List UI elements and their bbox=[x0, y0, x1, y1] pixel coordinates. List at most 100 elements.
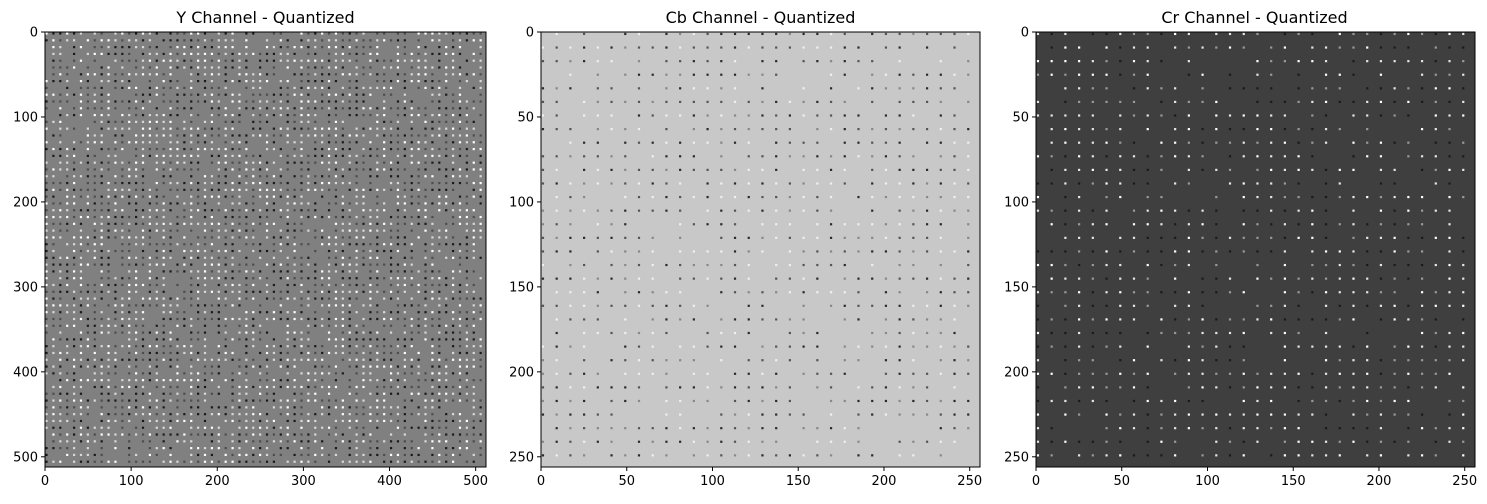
coefficient-dot bbox=[369, 440, 372, 443]
coefficient-dot bbox=[66, 453, 69, 457]
coefficient-dot bbox=[624, 250, 627, 253]
coefficient-dot bbox=[843, 168, 846, 171]
coefficient-dot bbox=[176, 134, 179, 137]
coefficient-dot bbox=[135, 236, 138, 239]
coefficient-dot bbox=[458, 283, 462, 287]
coefficient-dot bbox=[114, 406, 117, 409]
coefficient-dot bbox=[203, 32, 207, 35]
coefficient-dot bbox=[176, 358, 179, 361]
coefficient-dot bbox=[265, 209, 269, 212]
coefficient-dot bbox=[417, 209, 420, 212]
coefficient-dot bbox=[79, 358, 83, 361]
coefficient-dot bbox=[183, 256, 186, 259]
coefficient-dot bbox=[169, 80, 172, 83]
coefficient-dot bbox=[1420, 32, 1424, 36]
coefficient-dot bbox=[176, 297, 179, 300]
coefficient-dot bbox=[79, 243, 83, 246]
coefficient-dot bbox=[555, 250, 558, 253]
coefficient-dot bbox=[176, 168, 179, 171]
coefficient-dot bbox=[747, 359, 750, 362]
coefficient-dot bbox=[761, 209, 764, 212]
coefficient-dot bbox=[183, 141, 186, 144]
coefficient-dot bbox=[706, 128, 709, 131]
coefficient-dot bbox=[72, 243, 76, 246]
coefficient-dot bbox=[217, 385, 220, 389]
coefficient-dot bbox=[679, 359, 682, 362]
coefficient-dot bbox=[121, 256, 124, 259]
coefficient-dot bbox=[761, 427, 764, 430]
coefficient-dot bbox=[265, 161, 269, 164]
coefficient-dot bbox=[706, 277, 709, 280]
coefficient-dot bbox=[93, 317, 96, 321]
coefficient-dot bbox=[217, 249, 220, 253]
coefficient-dot bbox=[479, 440, 482, 443]
coefficient-dot bbox=[596, 318, 599, 321]
coefficient-dot bbox=[843, 277, 846, 280]
coefficient-dot bbox=[788, 345, 791, 348]
coefficient-dot bbox=[1338, 32, 1341, 36]
coefficient-dot bbox=[583, 399, 586, 403]
coefficient-dot bbox=[1201, 304, 1204, 307]
coefficient-dot bbox=[128, 263, 131, 266]
coefficient-dot bbox=[224, 297, 227, 300]
coefficient-dot bbox=[912, 128, 915, 131]
coefficient-dot bbox=[424, 406, 427, 409]
coefficient-dot bbox=[348, 222, 351, 225]
coefficient-dot bbox=[197, 358, 200, 361]
coefficient-dot bbox=[458, 127, 462, 130]
coefficient-dot bbox=[341, 73, 344, 76]
coefficient-dot bbox=[293, 317, 296, 321]
coefficient-dot bbox=[1228, 331, 1232, 335]
coefficient-dot bbox=[210, 113, 214, 117]
coefficient-dot bbox=[169, 399, 172, 402]
coefficient-dot bbox=[1174, 128, 1177, 131]
coefficient-dot bbox=[445, 243, 448, 246]
coefficient-dot bbox=[1462, 32, 1465, 36]
coefficient-dot bbox=[231, 392, 234, 395]
coefficient-dot bbox=[472, 290, 475, 293]
coefficient-dot bbox=[217, 202, 220, 205]
coefficient-dot bbox=[169, 419, 172, 423]
coefficient-dot bbox=[176, 80, 179, 83]
coefficient-dot bbox=[438, 113, 441, 117]
coefficient-dot bbox=[45, 222, 48, 225]
coefficient-dot bbox=[217, 270, 220, 273]
coefficient-dot bbox=[66, 39, 69, 42]
coefficient-dot bbox=[651, 182, 654, 185]
coefficient-dot bbox=[327, 86, 331, 89]
coefficient-dot bbox=[348, 209, 351, 212]
coefficient-dot bbox=[286, 406, 289, 409]
coefficient-dot bbox=[362, 283, 365, 287]
y-tick-label: 300 bbox=[13, 280, 38, 295]
coefficient-dot bbox=[1407, 250, 1410, 253]
coefficient-dot bbox=[162, 317, 165, 321]
coefficient-dot bbox=[465, 270, 468, 273]
coefficient-dot bbox=[898, 440, 901, 443]
coefficient-dot bbox=[334, 100, 338, 103]
coefficient-dot bbox=[376, 283, 379, 287]
coefficient-dot bbox=[898, 182, 901, 185]
coefficient-dot bbox=[52, 209, 55, 212]
coefficient-dot bbox=[1132, 100, 1136, 104]
coefficient-dot bbox=[451, 113, 455, 117]
coefficient-dot bbox=[417, 385, 420, 389]
coefficient-dot bbox=[141, 372, 145, 375]
coefficient-dot bbox=[376, 290, 379, 293]
coefficient-dot bbox=[651, 114, 654, 117]
coefficient-dot bbox=[341, 297, 344, 300]
coefficient-dot bbox=[967, 277, 970, 280]
coefficient-dot bbox=[300, 229, 303, 232]
coefficient-dot bbox=[355, 426, 358, 429]
coefficient-dot bbox=[162, 243, 165, 246]
coefficient-dot bbox=[389, 351, 393, 355]
coefficient-dot bbox=[190, 120, 193, 123]
coefficient-dot bbox=[314, 399, 317, 402]
coefficient-dot bbox=[128, 215, 131, 219]
coefficient-dot bbox=[321, 161, 324, 164]
coefficient-dot bbox=[327, 433, 331, 436]
coefficient-dot bbox=[59, 283, 62, 287]
coefficient-dot bbox=[706, 114, 709, 117]
coefficient-dot bbox=[114, 324, 117, 327]
coefficient-dot bbox=[307, 229, 310, 232]
coefficient-dot bbox=[93, 175, 96, 178]
